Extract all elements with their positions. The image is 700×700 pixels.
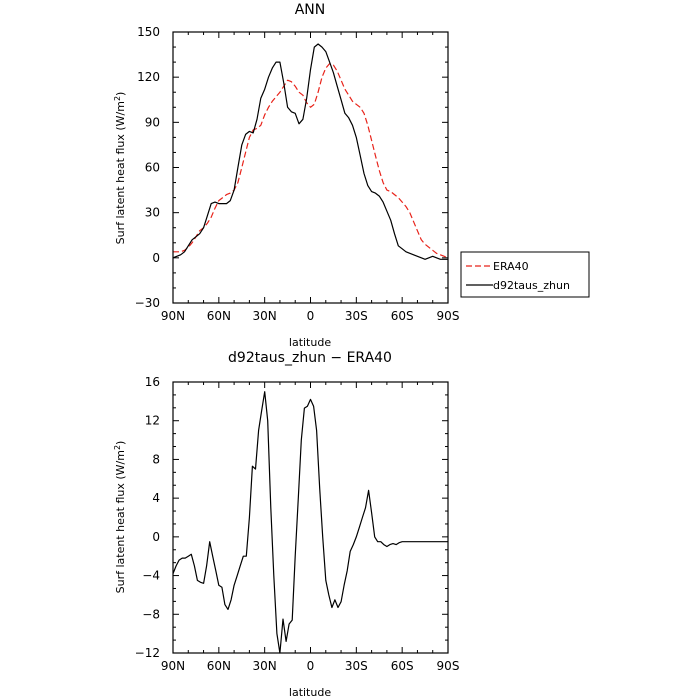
panel-difference: d92taus_zhun − ERA40 Surf latent heat fl… <box>113 350 460 699</box>
x-tick-label: 0 <box>307 309 315 323</box>
y-tick-label: 16 <box>145 375 160 389</box>
y-tick-label: 60 <box>145 161 160 175</box>
y-tick-label: 150 <box>137 25 160 39</box>
y-tick-label: 12 <box>145 414 160 428</box>
x-tick-label: 60N <box>207 309 231 323</box>
x-tick-label: 30N <box>253 659 277 673</box>
x-tick-label: 90N <box>161 309 185 323</box>
y-tick-label: 4 <box>152 491 160 505</box>
x-tick-label: 30S <box>345 659 368 673</box>
chart-title: d92taus_zhun − ERA40 <box>228 350 392 366</box>
legend-box <box>460 251 590 298</box>
y-axis-label-sup: 2 <box>113 445 122 450</box>
series-group <box>172 43 449 260</box>
y-axis-label-main: Surf latent heat flux (W/m <box>114 101 127 244</box>
y-tick-label: −30 <box>135 296 160 310</box>
x-axis-label: latitude <box>289 686 331 699</box>
legend-label-d92taus-zhun: d92taus_zhun <box>493 279 570 292</box>
y-tick-label: 90 <box>145 115 160 129</box>
chart-title: ANN <box>295 2 326 18</box>
x-tick-label: 30N <box>253 309 277 323</box>
panel-ann: ANN Surf latent heat flux (W/m2) latitud… <box>113 2 590 349</box>
y-axis-label-close: ) <box>114 441 127 445</box>
x-tick-label: 90N <box>161 659 185 673</box>
series-line-d92taus-zhun <box>172 43 448 260</box>
x-tick-label: 90S <box>437 659 460 673</box>
y-tick-label: 0 <box>152 530 160 544</box>
x-tick-label: 30S <box>345 309 368 323</box>
x-tick-label: 60S <box>391 659 414 673</box>
y-axis-label: Surf latent heat flux (W/m2) <box>113 441 128 594</box>
x-tick-label: 60S <box>391 309 414 323</box>
difference-line <box>172 391 448 654</box>
y-tick-label: −4 <box>142 569 160 583</box>
legend-label-era40: ERA40 <box>493 260 529 273</box>
y-tick-label: 120 <box>137 70 160 84</box>
y-tick-label: 0 <box>152 251 160 265</box>
y-tick-label: 30 <box>145 206 160 220</box>
series-group <box>172 391 448 654</box>
y-axis-label-close: ) <box>114 92 127 96</box>
y-tick-label: −12 <box>135 646 160 660</box>
y-axis-label: Surf latent heat flux (W/m2) <box>113 92 128 245</box>
y-tick-label: 8 <box>152 452 160 466</box>
series-line-era40 <box>173 62 449 259</box>
plot-frame <box>172 31 449 304</box>
legend: ERA40 d92taus_zhun <box>460 251 590 298</box>
x-axis-label: latitude <box>289 336 331 349</box>
x-tick-label: 90S <box>437 309 460 323</box>
plot-frame <box>172 381 449 654</box>
y-tick-label: −8 <box>142 607 160 621</box>
y-axis-label-sup: 2 <box>113 96 122 101</box>
x-tick-label: 60N <box>207 659 231 673</box>
x-tick-label: 0 <box>307 659 315 673</box>
ticks: 90N 60N 30N 0 30S 60S 90S 150 120 90 60 30 0 −30 <box>135 25 460 323</box>
y-axis-label-main: Surf latent heat flux (W/m <box>114 450 127 593</box>
